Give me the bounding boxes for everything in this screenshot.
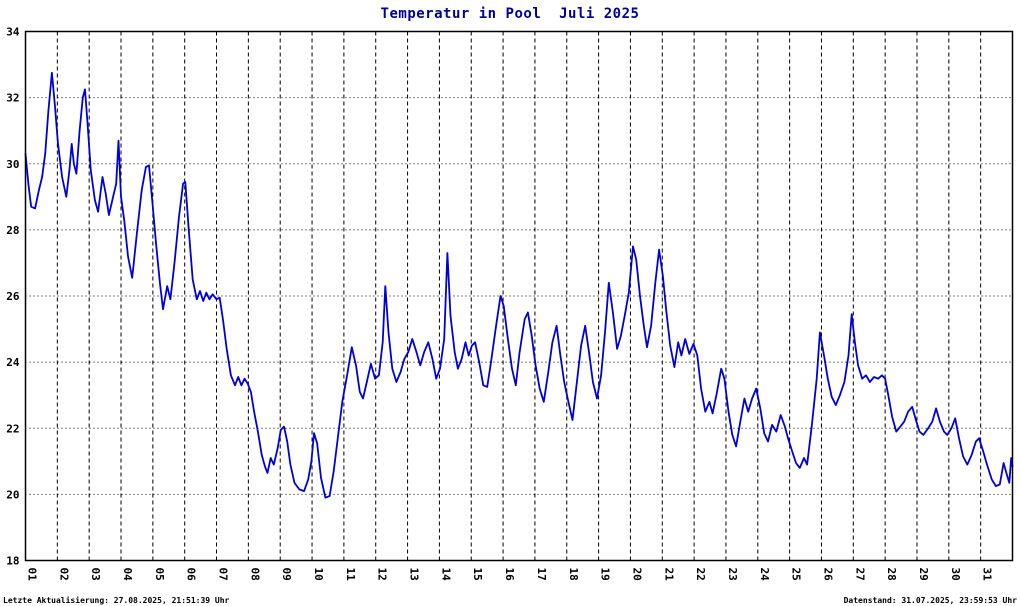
svg-text:26: 26 <box>6 290 20 303</box>
chart-title: Temperatur in Pool Juli 2025 <box>380 6 640 22</box>
svg-text:29: 29 <box>917 568 930 581</box>
svg-text:22: 22 <box>694 568 707 581</box>
svg-text:32: 32 <box>6 92 19 105</box>
svg-text:25: 25 <box>790 568 803 581</box>
svg-text:11: 11 <box>344 568 357 582</box>
svg-text:22: 22 <box>6 422 19 435</box>
svg-text:04: 04 <box>121 568 134 582</box>
svg-text:07: 07 <box>217 568 230 581</box>
plot-border <box>24 30 1014 562</box>
svg-text:19: 19 <box>599 568 612 581</box>
data-timestamp-text: Datenstand: 31.07.2025, 23:59:53 Uhr <box>843 596 1017 605</box>
svg-text:24: 24 <box>6 356 20 369</box>
svg-text:28: 28 <box>6 224 19 237</box>
svg-text:21: 21 <box>662 568 675 582</box>
svg-text:10: 10 <box>312 568 325 581</box>
svg-text:13: 13 <box>408 568 421 581</box>
x-axis-labels: 01 02 03 04 05 06 07 08 09 10 11 12 13 14 15 16 17 18 19 20… <box>26 568 994 582</box>
svg-text:18: 18 <box>6 555 19 568</box>
svg-text:30: 30 <box>949 568 962 581</box>
svg-text:05: 05 <box>153 568 166 581</box>
svg-text:24: 24 <box>758 568 771 582</box>
svg-text:27: 27 <box>853 568 866 581</box>
svg-text:08: 08 <box>248 568 261 581</box>
horizontal-gridlines <box>25 97 1013 495</box>
svg-text:34: 34 <box>6 26 20 39</box>
svg-text:28: 28 <box>885 568 898 581</box>
svg-text:12: 12 <box>376 568 389 581</box>
svg-text:31: 31 <box>981 568 994 582</box>
svg-text:09: 09 <box>280 568 293 581</box>
svg-text:14: 14 <box>439 568 452 582</box>
svg-text:15: 15 <box>471 568 484 581</box>
svg-text:23: 23 <box>726 568 739 581</box>
svg-text:30: 30 <box>6 158 19 171</box>
svg-text:20: 20 <box>630 568 643 581</box>
svg-text:03: 03 <box>89 568 102 581</box>
svg-text:01: 01 <box>26 568 39 582</box>
svg-text:16: 16 <box>503 568 516 582</box>
svg-text:17: 17 <box>535 568 548 581</box>
y-axis-labels: 18 20 22 24 26 28 30 32 34 <box>6 26 20 568</box>
svg-text:02: 02 <box>57 568 70 581</box>
last-update-text: Letzte Aktualisierung: 27.08.2025, 21:51… <box>3 596 230 605</box>
svg-text:18: 18 <box>567 568 580 581</box>
svg-text:06: 06 <box>185 568 198 582</box>
svg-text:26: 26 <box>822 568 835 582</box>
svg-text:20: 20 <box>6 488 19 501</box>
temperature-series-line <box>24 71 1014 499</box>
